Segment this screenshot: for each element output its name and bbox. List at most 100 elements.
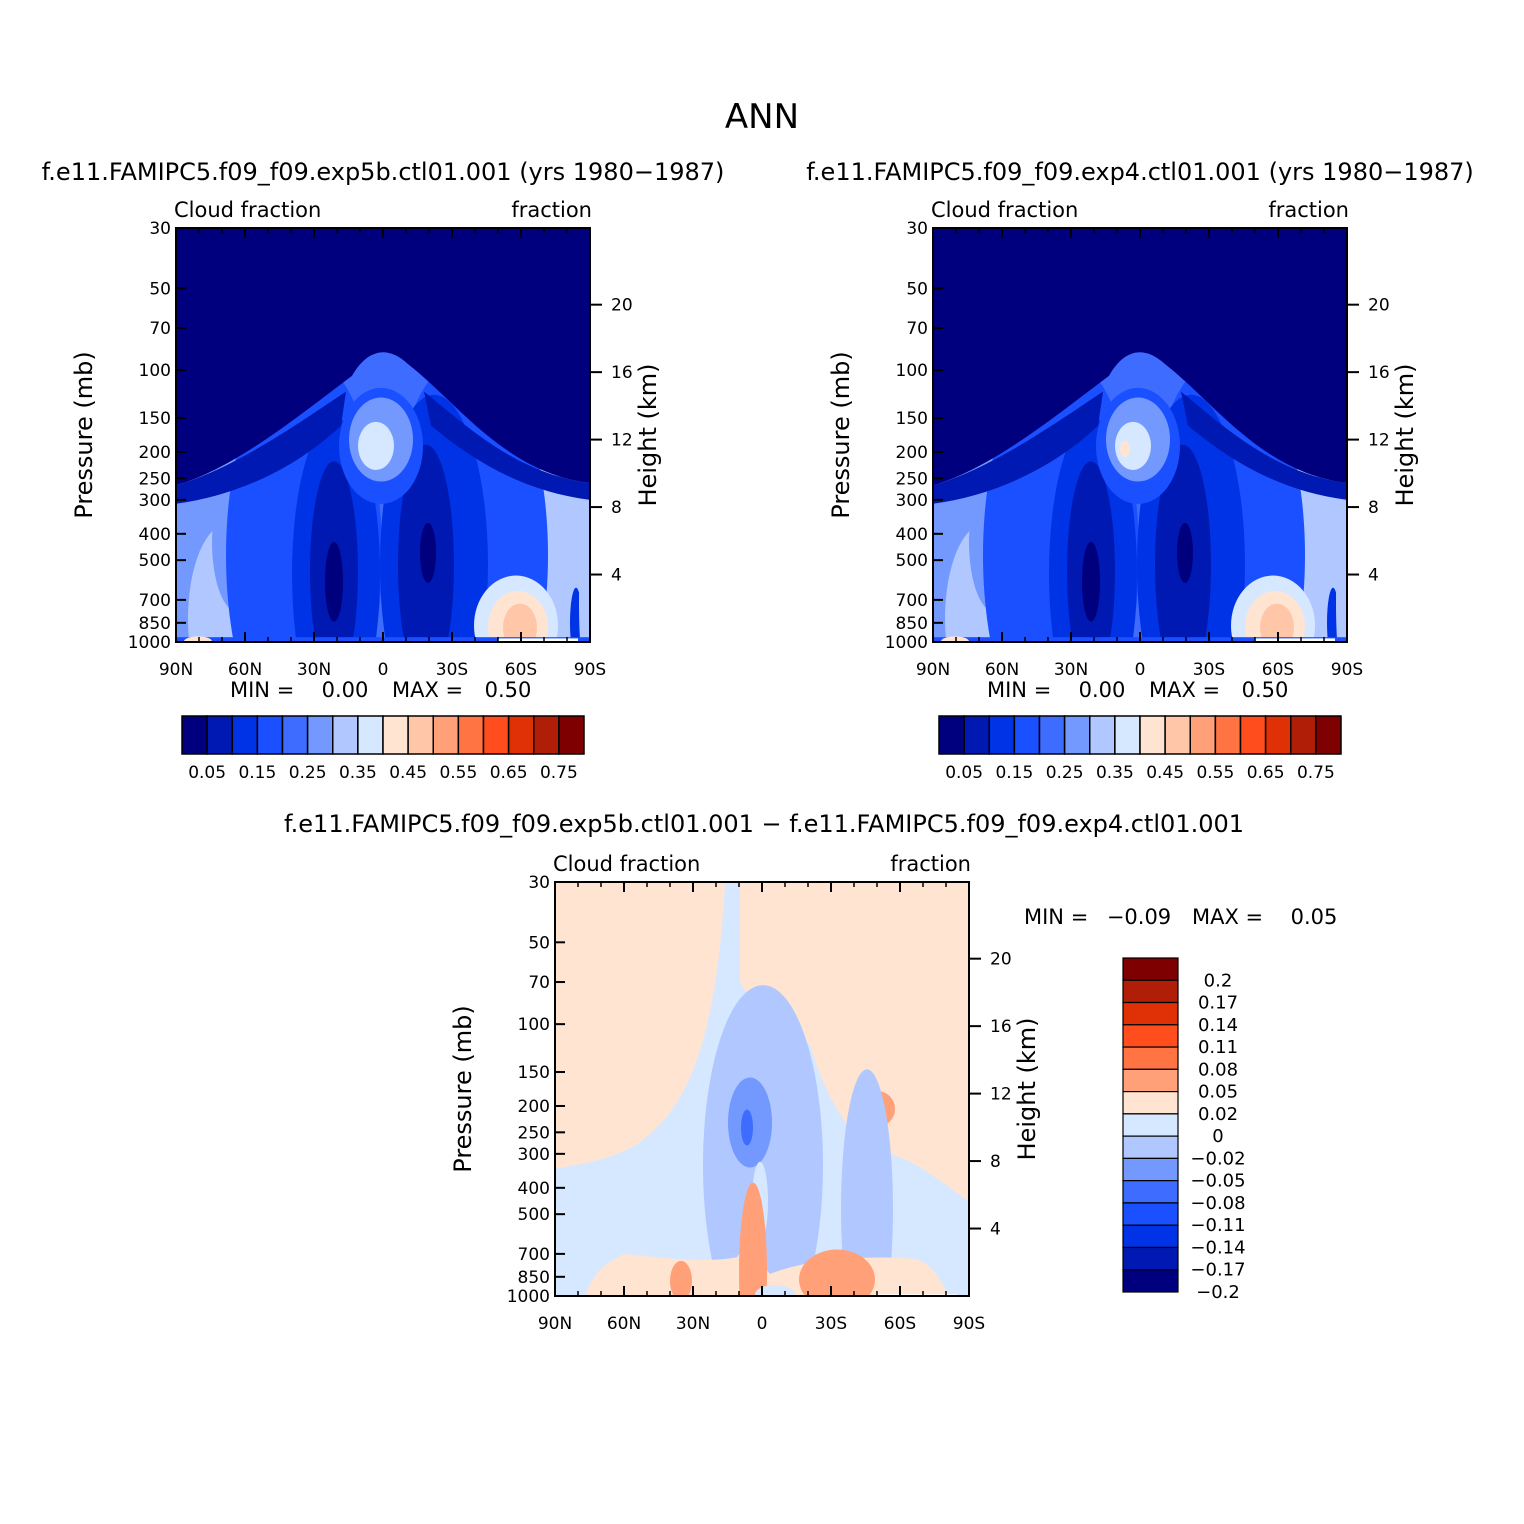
y-tick-label: 850 <box>518 1268 550 1288</box>
colorbar-box <box>988 715 1016 755</box>
x-tick-label: 90S <box>953 1314 985 1334</box>
y-right-tick-label: 4 <box>611 566 622 586</box>
contour-level <box>184 636 212 642</box>
colorbar-box <box>1122 1046 1179 1070</box>
colorbar-label: −0.11 <box>1190 1215 1245 1236</box>
y-right-tick-label: 16 <box>990 1017 1012 1037</box>
y-tick-label: 700 <box>518 1245 550 1265</box>
panel-exp5b: f.e11.FAMIPC5.f09_f09.exp5b.ctl01.001 (y… <box>42 158 725 783</box>
contour-level <box>739 1182 767 1296</box>
colorbar-box <box>1315 715 1342 755</box>
y-tick-label: 50 <box>906 279 928 299</box>
y-tick-label: 250 <box>139 469 171 489</box>
y-right-axis-label: Height (km) <box>1391 364 1419 507</box>
y-right-axis-label: Height (km) <box>634 364 662 507</box>
y-tick-label: 500 <box>139 551 171 571</box>
colorbar-box <box>1189 715 1217 755</box>
max-label: MAX = <box>392 678 463 702</box>
colorbar-box <box>1122 957 1179 981</box>
colorbar-box <box>407 715 434 755</box>
y-tick-label: 70 <box>906 319 928 339</box>
max-label: MAX = <box>1192 905 1263 929</box>
colorbar-label: 0.05 <box>188 763 226 783</box>
y-right-tick-label: 16 <box>1368 363 1390 383</box>
y-tick-label: 300 <box>518 1145 550 1165</box>
colorbar-label: 0.2 <box>1204 970 1233 991</box>
colorbar-box <box>1114 715 1141 755</box>
y-axis-label: Pressure (mb) <box>827 351 855 518</box>
colorbar-box <box>963 715 990 755</box>
colorbar-box <box>281 715 309 755</box>
x-tick-label: 60S <box>505 660 537 680</box>
max-label: MAX = <box>1149 678 1220 702</box>
colorbar-label: 0 <box>1212 1126 1223 1147</box>
y-tick-label: 200 <box>518 1097 550 1117</box>
colorbar-box <box>533 715 560 755</box>
y-tick-label: 100 <box>139 361 171 381</box>
y-tick-label: 850 <box>896 614 928 634</box>
y-tick-label: 30 <box>906 219 928 239</box>
figure-title: ANN <box>725 97 799 137</box>
contour-level <box>941 636 969 642</box>
panel-title: f.e11.FAMIPC5.f09_f09.exp4.ctl01.001 (yr… <box>806 158 1474 186</box>
contour-level <box>176 228 590 486</box>
colorbar-box <box>306 715 334 755</box>
colorbar-label: 0.05 <box>1198 1082 1238 1103</box>
y-tick-label: 100 <box>518 1015 550 1035</box>
contour-level <box>670 1260 692 1296</box>
colorbar-box <box>1089 715 1116 755</box>
contour-level <box>555 882 725 1169</box>
min-value: 0.00 <box>1079 678 1126 702</box>
contour-field <box>176 228 590 642</box>
x-tick-label: 90N <box>538 1314 572 1334</box>
contour-level <box>1177 522 1193 583</box>
y-right-tick-label: 12 <box>990 1085 1012 1105</box>
colorbar-label: 0.75 <box>1297 763 1335 783</box>
right-label: fraction <box>511 198 592 222</box>
colorbar-label: 0.65 <box>490 763 528 783</box>
contour-level <box>933 228 1347 486</box>
colorbar-box <box>1122 1157 1179 1182</box>
y-tick-label: 70 <box>149 319 171 339</box>
y-right-tick-label: 8 <box>611 498 622 518</box>
left-label: Cloud fraction <box>174 198 321 222</box>
x-tick-label: 30N <box>297 660 331 680</box>
x-tick-label: 30N <box>1054 660 1088 680</box>
colorbar-label: 0.17 <box>1198 993 1238 1014</box>
contour-level <box>570 587 582 642</box>
x-tick-label: 90S <box>574 660 606 680</box>
max-value: 0.50 <box>485 678 532 702</box>
contour-level <box>1260 603 1294 642</box>
y-tick-label: 850 <box>139 614 171 634</box>
colorbar-box <box>1264 715 1292 755</box>
y-right-tick-label: 12 <box>1368 431 1390 451</box>
colorbar-label: 0.02 <box>1198 1104 1238 1125</box>
x-tick-label: 0 <box>1135 660 1146 680</box>
x-tick-label: 60S <box>1262 660 1294 680</box>
contour-field <box>555 882 969 1296</box>
x-tick-label: 90N <box>159 660 193 680</box>
y-tick-label: 300 <box>896 491 928 511</box>
colorbar-label: 0.05 <box>945 763 983 783</box>
colorbar-label: −0.08 <box>1190 1193 1245 1214</box>
colorbar-label: 0.11 <box>1198 1037 1238 1058</box>
colorbar-box <box>482 715 510 755</box>
min-value: −0.09 <box>1107 905 1171 929</box>
y-axis-label: Pressure (mb) <box>449 1005 477 1172</box>
missing-data <box>1255 638 1335 642</box>
colorbar-box <box>1290 715 1317 755</box>
min-label: MIN = <box>230 678 294 702</box>
colorbar-box <box>1038 715 1066 755</box>
colorbar-box <box>1122 1180 1179 1204</box>
contour-level <box>799 1249 875 1296</box>
y-right-tick-label: 8 <box>1368 498 1379 518</box>
colorbar-label: 0.75 <box>540 763 578 783</box>
contour-level <box>741 1109 753 1146</box>
contour-level <box>1082 541 1100 622</box>
contour-level <box>1120 440 1130 457</box>
right-label: fraction <box>1268 198 1349 222</box>
colorbar-label: −0.17 <box>1190 1260 1245 1281</box>
x-tick-label: 0 <box>378 660 389 680</box>
panel-title: f.e11.FAMIPC5.f09_f09.exp5b.ctl01.001 − … <box>284 810 1244 838</box>
